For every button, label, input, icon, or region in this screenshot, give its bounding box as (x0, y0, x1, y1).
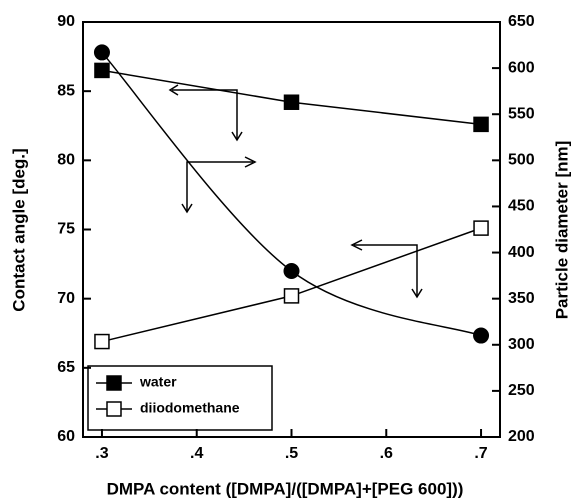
y2-tick-label: 250 (508, 382, 535, 399)
y-tick-label: 75 (57, 221, 75, 238)
data-point (473, 327, 490, 344)
y-axis-label: Contact angle [deg.] (9, 148, 28, 311)
x-tick-label: .6 (380, 445, 393, 462)
y-tick-label: 70 (57, 290, 75, 307)
x-tick-label: .4 (190, 445, 203, 462)
x-tick-label: .7 (474, 445, 487, 462)
y2-tick-label: 300 (508, 336, 535, 353)
data-point (94, 62, 110, 79)
y2-tick-label: 550 (508, 105, 535, 122)
y2-tick-label: 650 (508, 13, 535, 30)
data-point (93, 44, 110, 61)
series-line (101, 227, 482, 343)
y-tick-label: 80 (57, 152, 75, 169)
data-point (473, 220, 489, 236)
y2-tick-label: 450 (508, 198, 535, 215)
data-point (283, 94, 300, 110)
y2-tick-label: 500 (508, 152, 535, 169)
legend-marker (106, 401, 122, 417)
y2-tick-label: 600 (508, 59, 535, 76)
legend-label: water (139, 374, 177, 390)
y-tick-label: 85 (57, 82, 75, 99)
y-tick-label: 90 (57, 13, 75, 30)
legend-marker (106, 375, 122, 391)
y2-tick-label: 400 (508, 244, 535, 261)
y2-axis-label: Particle diameter [nm] (552, 141, 571, 320)
data-point (94, 333, 110, 350)
y-tick-label: 65 (57, 359, 75, 376)
legend-box (87, 365, 273, 431)
x-tick-label: .3 (95, 445, 108, 462)
legend-label: diiodomethane (140, 400, 240, 416)
data-point (283, 263, 300, 279)
data-point (473, 116, 489, 133)
y2-tick-label: 200 (508, 428, 535, 445)
data-point (283, 288, 300, 304)
annotation-arrows (168, 84, 423, 299)
y2-tick-label: 350 (508, 290, 535, 307)
x-axis-label: DMPA content ([DMPA]/([DMPA]+[PEG 600])) (107, 479, 464, 498)
y-tick-label: 60 (57, 428, 75, 445)
x-tick-label: .5 (285, 445, 298, 462)
